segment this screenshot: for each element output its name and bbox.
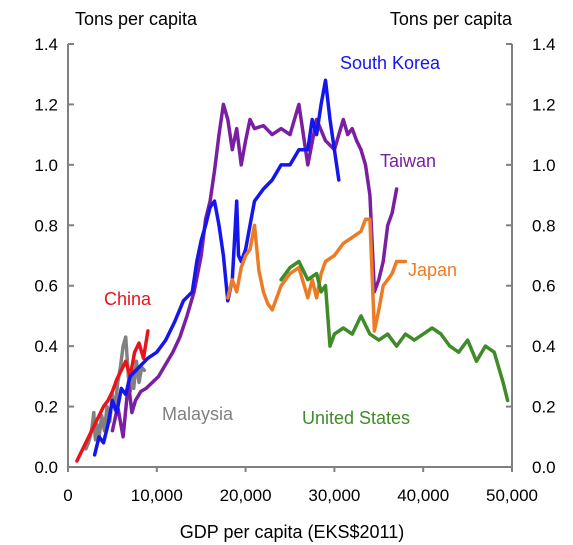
series-line-taiwan (110, 102, 399, 439)
left-y-tick-label: 0.6 (34, 277, 58, 296)
x-tick-label: 20,000 (220, 486, 272, 505)
right-y-tick-label: 0.6 (532, 277, 556, 296)
series-layer (75, 78, 510, 463)
right-y-tick-label: 0.8 (532, 216, 556, 235)
series-line-united-states (279, 259, 510, 403)
series-label-japan: Japan (408, 260, 457, 280)
series-label-malaysia: Malaysia (162, 404, 234, 424)
right-y-tick-label: 0.0 (532, 458, 556, 477)
right-axis-unit-label: Tons per capita (390, 9, 513, 29)
plot-frame (67, 44, 513, 468)
series-line-south-korea (92, 78, 341, 457)
right-y-tick-label: 0.4 (532, 337, 556, 356)
x-tick-label: 40,000 (397, 486, 449, 505)
left-y-tick-label: 0.2 (34, 398, 58, 417)
series-label-taiwan: Taiwan (380, 151, 436, 171)
right-y-tick-label: 1.2 (532, 95, 556, 114)
right-y-tick-label: 1.0 (532, 156, 556, 175)
tick-layer: 0.0 0.0 0.2 0.2 0.4 0.4 0.6 0.6 0.8 0.8 1.0 1.0 1.2 1… (34, 35, 555, 505)
series-label-south-korea: South Korea (340, 53, 441, 73)
series-line-china (75, 329, 150, 463)
left-y-tick-label: 0.4 (34, 337, 58, 356)
x-tick-label: 10,000 (131, 486, 183, 505)
x-tick-label: 0 (63, 486, 72, 505)
left-axis-unit-label: Tons per capita (75, 9, 198, 29)
left-y-tick-label: 1.2 (34, 95, 58, 114)
x-tick-label: 50,000 (486, 486, 538, 505)
x-tick-label: 30,000 (308, 486, 360, 505)
x-axis-label: GDP per capita (EKS$2011) (180, 522, 404, 542)
left-y-tick-label: 0.0 (34, 458, 58, 477)
series-line-japan (226, 217, 408, 333)
right-y-tick-label: 0.2 (532, 398, 556, 417)
series-label-china: China (104, 289, 152, 309)
left-y-tick-label: 0.8 (34, 216, 58, 235)
left-y-tick-label: 1.4 (34, 35, 58, 54)
left-y-tick-label: 1.0 (34, 156, 58, 175)
right-y-tick-label: 1.4 (532, 35, 556, 54)
series-label-united-states: United States (302, 408, 410, 428)
